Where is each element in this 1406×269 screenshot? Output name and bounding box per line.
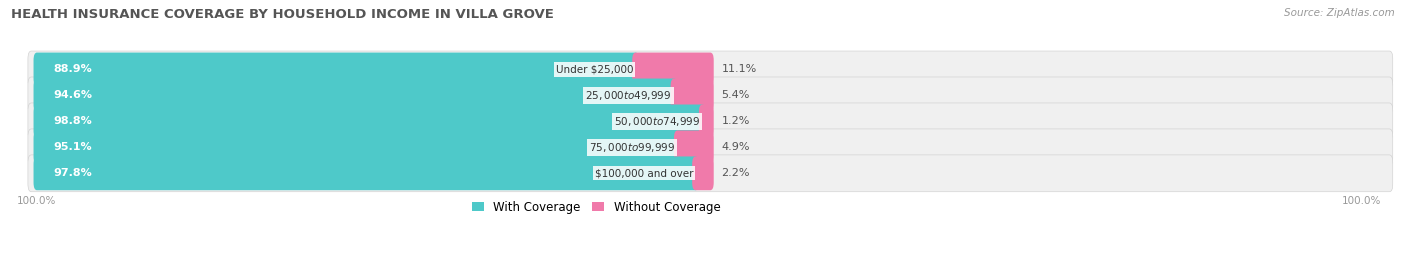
Text: Source: ZipAtlas.com: Source: ZipAtlas.com [1284,8,1395,18]
Text: Under $25,000: Under $25,000 [555,65,633,75]
FancyBboxPatch shape [28,103,1393,140]
Text: $50,000 to $74,999: $50,000 to $74,999 [613,115,700,128]
FancyBboxPatch shape [699,105,714,138]
Text: HEALTH INSURANCE COVERAGE BY HOUSEHOLD INCOME IN VILLA GROVE: HEALTH INSURANCE COVERAGE BY HOUSEHOLD I… [11,8,554,21]
Legend: With Coverage, Without Coverage: With Coverage, Without Coverage [467,196,725,218]
FancyBboxPatch shape [28,129,1393,166]
Text: 97.8%: 97.8% [53,168,93,178]
Text: 2.2%: 2.2% [721,168,749,178]
FancyBboxPatch shape [34,79,678,112]
FancyBboxPatch shape [671,79,714,112]
Text: 11.1%: 11.1% [721,65,756,75]
FancyBboxPatch shape [673,130,714,164]
Text: 94.6%: 94.6% [53,90,93,100]
FancyBboxPatch shape [28,77,1393,114]
Text: 1.2%: 1.2% [721,116,749,126]
Text: 5.4%: 5.4% [721,90,749,100]
Text: 98.8%: 98.8% [53,116,93,126]
Text: 88.9%: 88.9% [53,65,93,75]
FancyBboxPatch shape [34,130,681,164]
FancyBboxPatch shape [692,157,714,190]
FancyBboxPatch shape [28,51,1393,88]
Text: $100,000 and over: $100,000 and over [595,168,693,178]
FancyBboxPatch shape [28,155,1393,192]
Text: $75,000 to $99,999: $75,000 to $99,999 [589,141,675,154]
FancyBboxPatch shape [34,105,706,138]
Text: 4.9%: 4.9% [721,142,749,152]
Text: 95.1%: 95.1% [53,142,93,152]
FancyBboxPatch shape [34,52,638,86]
FancyBboxPatch shape [633,52,714,86]
Text: $25,000 to $49,999: $25,000 to $49,999 [585,89,672,102]
FancyBboxPatch shape [34,157,699,190]
